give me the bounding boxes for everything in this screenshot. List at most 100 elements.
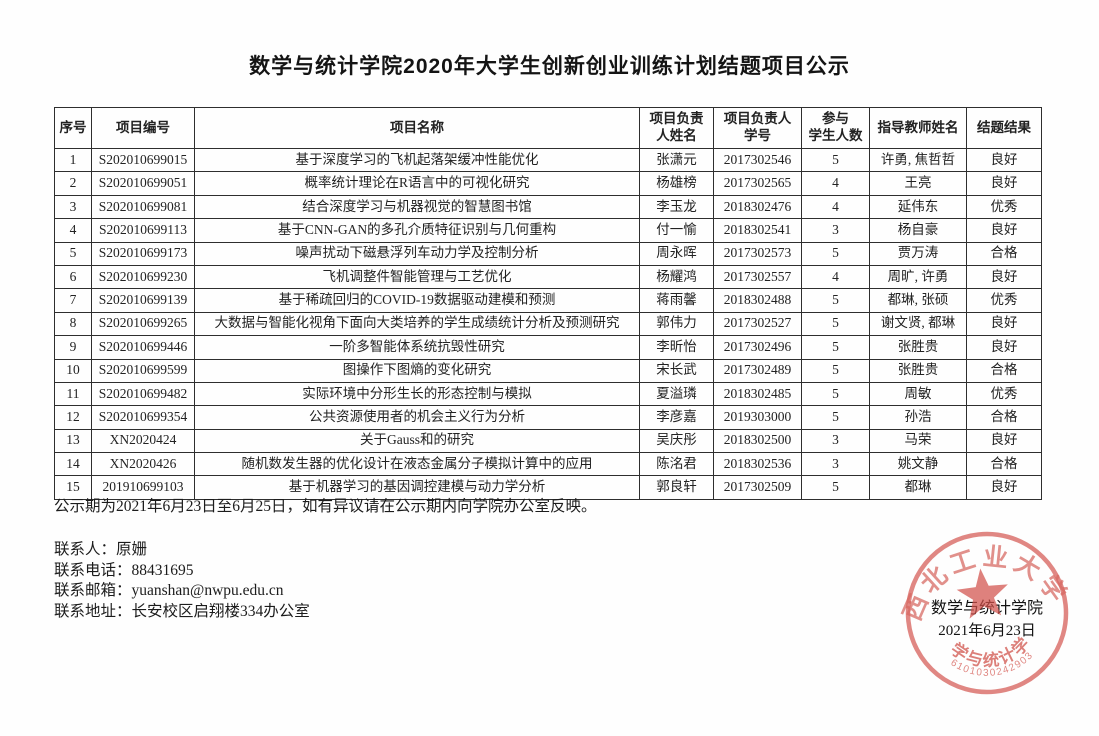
cell-student-id: 2018302476 [713,194,802,220]
table-row: 1 S202010699015 基于深度学习的飞机起落架缓冲性能优化 张潇元 20173… [54,147,1042,173]
contact-email: 联系邮箱：yuanshan@nwpu.edu.cn [54,581,310,602]
column-header-result: 结题结果 [966,107,1042,149]
table-row: 8 S202010699265 大数据与智能化视角下面向大类培养的学生成绩统计分析及… [54,311,1042,337]
cell-leader-name: 杨雄榜 [639,171,714,196]
cell-project-name: 概率统计理论在R语言中的可视化研究 [194,171,640,196]
cell-project-name: 飞机调整件智能管理与工艺优化 [194,264,640,290]
cell-advisor-name: 姚文静 [869,452,967,477]
cell-project-id: S202010699354 [91,405,195,430]
cell-advisor-name: 张胜贵 [869,358,967,383]
cell-result: 良好 [966,475,1042,500]
cell-index: 4 [54,218,92,243]
cell-project-id: S202010699113 [91,218,195,243]
cell-leader-name: 陈洺君 [639,452,714,477]
signature-date: 2021年6月23日 [938,623,1036,639]
table-row: 14 XN2020426 随机数发生器的优化设计在液态金属分子模拟计算中的应用 陈洺君… [54,452,1042,477]
cell-student-id: 2017302496 [713,335,802,360]
cell-student-id: 2017302546 [713,147,802,173]
cell-index: 9 [54,335,92,360]
column-header-participant-count: 参与 学生人数 [801,107,870,149]
table-row: 4 S202010699113 基于CNN-GAN的多孔介质特征识别与几何重构 付一愉… [54,218,1042,243]
cell-student-id: 2018302500 [713,428,802,454]
cell-student-id: 2018302488 [713,288,802,313]
cell-project-name: 图操作下图熵的变化研究 [194,358,640,383]
column-header-project-id: 项目编号 [91,107,195,149]
cell-index: 8 [54,311,92,337]
cell-project-id: S202010699599 [91,358,195,383]
cell-result: 良好 [966,171,1042,196]
table-row: 6 S202010699230 飞机调整件智能管理与工艺优化 杨耀鸿 201730255… [54,264,1042,290]
cell-participant-count: 3 [801,218,870,243]
cell-result: 良好 [966,218,1042,243]
cell-leader-name: 张潇元 [639,147,714,173]
cell-result: 优秀 [966,381,1042,407]
cell-advisor-name: 王亮 [869,171,967,196]
contact-address: 联系地址：长安校区启翔楼334办公室 [54,602,310,623]
cell-leader-name: 杨耀鸿 [639,264,714,290]
cell-advisor-name: 杨自豪 [869,218,967,243]
cell-project-name: 随机数发生器的优化设计在液态金属分子模拟计算中的应用 [194,452,640,477]
contact-person: 联系人：原姗 [54,540,310,561]
cell-participant-count: 4 [801,264,870,290]
cell-project-id: S202010699173 [91,241,195,266]
cell-project-name: 大数据与智能化视角下面向大类培养的学生成绩统计分析及预测研究 [194,311,640,337]
cell-index: 15 [54,475,92,500]
projects-table: 序号 项目编号 项目名称 项目负责 人姓名 项目负责人 学号 参与 学生人数 指导教师姓名结… [54,107,1042,500]
cell-result: 良好 [966,428,1042,454]
cell-result: 良好 [966,311,1042,337]
contact-phone-value: 88431695 [131,561,194,579]
cell-result: 良好 [966,264,1042,290]
cell-project-name: 一阶多智能体系统抗毁性研究 [194,335,640,360]
cell-index: 11 [54,381,92,407]
cell-student-id: 2019303000 [713,405,802,430]
cell-advisor-name: 马荣 [869,428,967,454]
cell-project-id: XN2020424 [91,428,195,454]
table-row: 5 S202010699173 噪声扰动下磁悬浮列车动力学及控制分析 周永晖 20173… [54,241,1042,266]
cell-advisor-name: 周敏 [869,381,967,407]
table-row: 3 S202010699081 结合深度学习与机器视觉的智慧图书馆 李玉龙 201830… [54,194,1042,220]
stamp-serial-number: 6101030242903 [948,649,1038,683]
cell-advisor-name: 孙浩 [869,405,967,430]
cell-result: 优秀 [966,194,1042,220]
cell-index: 3 [54,194,92,220]
cell-project-name: 结合深度学习与机器视觉的智慧图书馆 [194,194,640,220]
page-title: 数学与统计学院2020年大学生创新创业训练计划结题项目公示 [249,55,850,78]
cell-student-id: 2018302485 [713,381,802,407]
cell-advisor-name: 谢文贤, 都琳 [869,311,967,337]
cell-project-name: 实际环境中分形生长的形态控制与模拟 [194,381,640,407]
cell-project-name: 基于CNN-GAN的多孔介质特征识别与几何重构 [194,218,640,243]
cell-student-id: 2017302573 [713,241,802,266]
cell-participant-count: 5 [801,358,870,383]
cell-project-id: 201910699103 [91,475,195,500]
column-header-project-name: 项目名称 [194,107,640,149]
contact-person-label: 联系人： [54,541,117,558]
cell-project-id: S202010699265 [91,311,195,337]
cell-index: 12 [54,405,92,430]
cell-project-name: 公共资源使用者的机会主义行为分析 [194,405,640,430]
table-row: 11 S202010699482 实际环境中分形生长的形态控制与模拟 夏溢璘 20183… [54,381,1042,407]
cell-student-id: 2017302565 [713,171,802,196]
cell-participant-count: 5 [801,381,870,407]
header-row: 序号 项目编号 项目名称 项目负责 人姓名 项目负责人 学号 参与 学生人数 指导教师姓名结… [54,107,1042,149]
cell-project-id: XN2020426 [91,452,195,477]
contact-block: 联系人：原姗 联系电话：88431695 联系邮箱：yuanshan@nwpu.… [54,540,310,622]
cell-leader-name: 郭良轩 [639,475,714,500]
cell-index: 10 [54,358,92,383]
cell-advisor-name: 周旷, 许勇 [869,264,967,290]
cell-project-id: S202010699015 [91,147,195,173]
cell-result: 合格 [966,405,1042,430]
contact-phone: 联系电话：88431695 [54,561,310,582]
cell-student-id: 2017302557 [713,264,802,290]
cell-leader-name: 宋长武 [639,358,714,383]
cell-index: 6 [54,264,92,290]
cell-leader-name: 李玉龙 [639,194,714,220]
cell-participant-count: 4 [801,171,870,196]
table-row: 12 S202010699354 公共资源使用者的机会主义行为分析 李彦嘉 201930… [54,405,1042,430]
cell-participant-count: 5 [801,335,870,360]
cell-project-id: S202010699081 [91,194,195,220]
contact-address-value: 长安校区启翔楼334办公室 [131,602,310,620]
contact-email-label: 联系邮箱： [54,582,132,600]
cell-participant-count: 3 [801,428,870,454]
cell-leader-name: 吴庆彤 [639,428,714,454]
column-header-leader-name: 项目负责 人姓名 [639,107,714,149]
